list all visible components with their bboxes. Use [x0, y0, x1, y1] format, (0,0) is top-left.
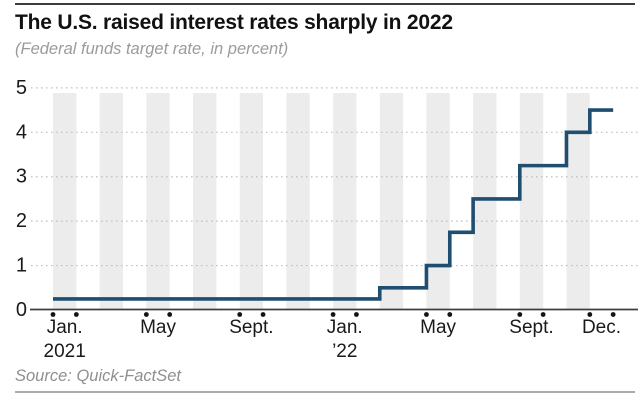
tick-dot	[540, 312, 546, 317]
month-stripe	[473, 93, 497, 309]
top-rule	[15, 3, 635, 5]
month-stripe	[426, 93, 450, 309]
step-line	[53, 108, 614, 301]
x-tick-label: Jan.	[47, 317, 83, 338]
chart-subtitle: (Federal funds target rate, in percent)	[15, 40, 289, 58]
month-stripe	[286, 93, 310, 309]
tick-dot	[260, 312, 266, 317]
x-tick-label: Jan.	[327, 317, 363, 338]
month-stripe	[146, 93, 170, 309]
bottom-rule	[15, 391, 635, 393]
y-tick-label: 0	[16, 299, 27, 321]
tick-dot	[73, 312, 79, 317]
tick-dot	[447, 312, 453, 317]
month-stripe	[193, 93, 217, 309]
x-tick-label: Dec.	[582, 317, 621, 338]
month-stripe	[379, 93, 404, 309]
tick-dot	[330, 312, 336, 317]
y-tick-label: 4	[16, 121, 27, 143]
x-tick-label: Sept.	[229, 317, 273, 338]
x-tick-label: Sept.	[509, 317, 553, 338]
x-tick-label: May	[420, 317, 456, 338]
tick-dot	[424, 312, 429, 317]
y-tick-label: 3	[16, 166, 27, 188]
tick-dot	[143, 312, 149, 317]
month-stripe	[566, 93, 590, 309]
x-tick-sublabel: 2021	[44, 341, 86, 362]
tick-dot	[610, 312, 616, 317]
month-stripe	[333, 93, 357, 309]
tick-dot	[354, 312, 359, 317]
source-attribution: Source: Quick-FactSet	[15, 367, 181, 385]
y-tick-label: 1	[16, 255, 27, 277]
tick-dot	[50, 312, 56, 317]
tick-dot	[587, 312, 593, 317]
month-stripe	[239, 93, 264, 309]
x-tick-label: May	[140, 317, 176, 338]
tick-dot	[167, 312, 173, 317]
tick-dot	[517, 312, 523, 317]
month-stripe	[99, 93, 124, 309]
x-tick-sublabel: ’22	[332, 341, 357, 362]
y-tick-label: 5	[16, 77, 27, 99]
y-tick-label: 2	[16, 210, 27, 232]
tick-dot	[237, 312, 243, 317]
month-stripe	[519, 93, 544, 309]
month-stripe	[53, 93, 77, 309]
chart-title: The U.S. raised interest rates sharply i…	[15, 11, 453, 34]
